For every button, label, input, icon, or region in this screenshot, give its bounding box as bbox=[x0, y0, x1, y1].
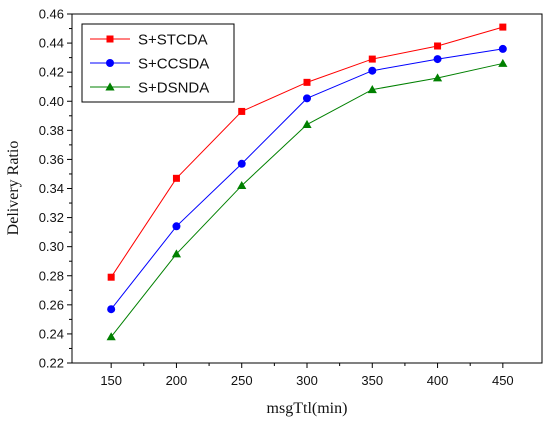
data-point-s-dsnda bbox=[302, 119, 312, 128]
data-point-s-stcda bbox=[172, 174, 180, 182]
y-tick-label: 0.44 bbox=[39, 36, 64, 51]
data-point-s-dsnda bbox=[367, 85, 377, 94]
y-tick-label: 0.24 bbox=[39, 326, 64, 341]
legend-label-s-dsnda: S+DSNDA bbox=[138, 80, 209, 97]
x-tick-label: 250 bbox=[231, 373, 253, 388]
data-point-s-ccsda bbox=[303, 94, 311, 103]
x-tick-label: 150 bbox=[100, 373, 122, 388]
data-point-s-ccsda bbox=[498, 44, 507, 53]
plot-layer bbox=[106, 23, 508, 341]
data-point-s-dsnda bbox=[171, 249, 182, 258]
y-tick-label: 0.36 bbox=[39, 152, 64, 167]
y-tick-label: 0.42 bbox=[39, 65, 64, 80]
series-s-dsnda bbox=[106, 58, 508, 341]
data-point-s-stcda bbox=[107, 273, 115, 281]
x-tick-label: 300 bbox=[296, 373, 318, 388]
axes-layer: 150 200 250 300 350 400 450 0.22 0.24 0.26 0.28 0.3… bbox=[39, 7, 514, 389]
data-point-s-dsnda bbox=[106, 332, 116, 341]
data-point-s-stcda bbox=[368, 55, 376, 63]
legend-marker-s-stcda bbox=[106, 35, 114, 43]
data-point-s-stcda bbox=[499, 23, 507, 31]
data-point-s-dsnda bbox=[432, 73, 443, 82]
y-tick-label: 0.30 bbox=[39, 239, 64, 254]
data-point-s-stcda bbox=[303, 78, 311, 86]
y-tick-label: 0.28 bbox=[39, 268, 64, 283]
y-axis-title: Delivery Ratio bbox=[5, 141, 22, 236]
x-tick-label: 400 bbox=[427, 373, 449, 388]
x-tick-label: 350 bbox=[361, 373, 383, 388]
data-point-s-dsnda bbox=[237, 180, 247, 190]
data-point-s-ccsda bbox=[107, 305, 116, 314]
y-tick-label: 0.26 bbox=[39, 297, 64, 312]
x-axis-title: msgTtl(min) bbox=[267, 400, 348, 417]
x-tick-label: 200 bbox=[166, 373, 188, 388]
legend-label-s-stcda: S+STCDA bbox=[138, 32, 208, 49]
series-s-ccsda bbox=[107, 44, 507, 314]
legend-label-s-ccsda: S+CCSDA bbox=[138, 56, 209, 73]
data-point-s-ccsda bbox=[172, 222, 181, 231]
x-tick-label: 450 bbox=[492, 373, 514, 388]
legend-marker-s-ccsda bbox=[106, 59, 114, 67]
y-tick-label: 0.32 bbox=[39, 210, 64, 225]
legend: S+STCDA S+CCSDA S+DSNDA bbox=[81, 23, 235, 103]
y-tick-label: 0.38 bbox=[39, 123, 64, 138]
series-s-stcda bbox=[107, 23, 507, 281]
y-tick-label: 0.40 bbox=[39, 94, 64, 109]
y-tick-label: 0.22 bbox=[39, 356, 64, 371]
data-point-s-stcda bbox=[238, 107, 246, 115]
data-point-s-ccsda bbox=[237, 159, 246, 168]
y-tick-label: 0.46 bbox=[39, 7, 64, 22]
legend-marker-s-dsnda bbox=[105, 82, 115, 91]
data-point-s-ccsda bbox=[368, 66, 377, 75]
data-point-s-dsnda bbox=[498, 58, 508, 67]
data-point-s-stcda bbox=[434, 42, 442, 50]
series-line-s-dsnda bbox=[110, 62, 503, 338]
y-tick-label: 0.34 bbox=[39, 181, 64, 196]
data-point-s-ccsda bbox=[433, 55, 442, 64]
